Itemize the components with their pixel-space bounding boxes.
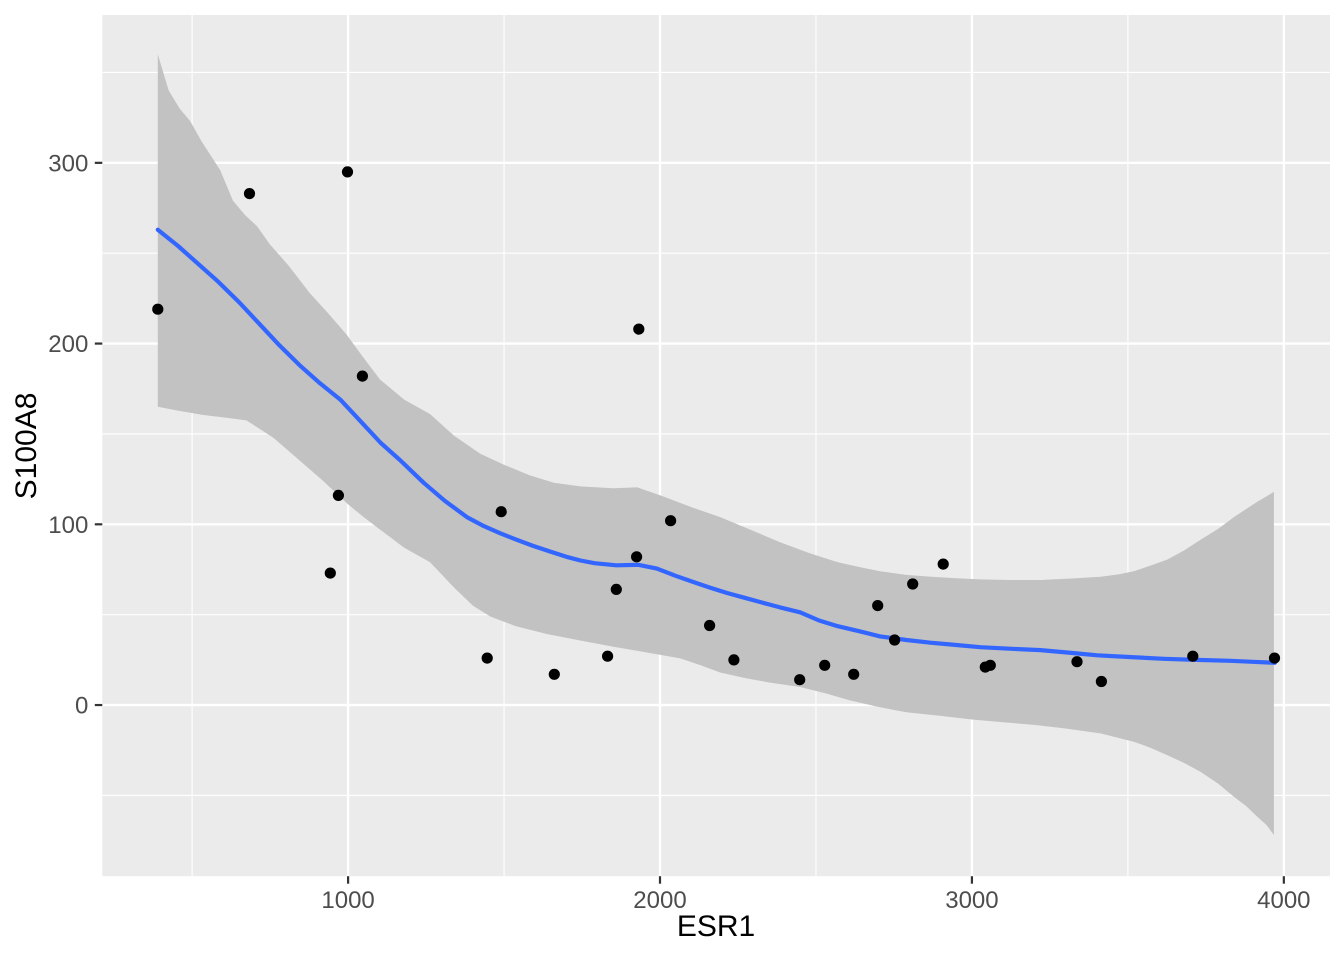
y-tick-label: 300 [48, 150, 88, 177]
data-point [1268, 652, 1281, 664]
data-point [633, 323, 645, 335]
x-tick-label: 2000 [633, 887, 686, 914]
data-point [324, 567, 336, 579]
data-point [610, 583, 622, 596]
axis-ticks-layer [94, 161, 1285, 884]
y-tick-label: 100 [48, 512, 88, 539]
x-axis-title: ESR1 [677, 910, 755, 943]
y-tick-label: 200 [48, 331, 88, 358]
y-tick-label: 0 [75, 693, 88, 720]
data-point [819, 659, 831, 671]
data-point [937, 558, 949, 570]
data-point [794, 674, 806, 686]
scatter-points-layer [152, 166, 1281, 688]
data-point [1071, 656, 1083, 668]
data-point [984, 659, 996, 671]
data-point [872, 600, 884, 612]
data-point [332, 489, 344, 501]
data-point [152, 303, 164, 315]
confidence-ribbon [157, 54, 1274, 835]
data-point [243, 188, 256, 200]
data-point [631, 551, 643, 563]
data-point [341, 166, 354, 178]
x-tick-label: 1000 [321, 887, 374, 914]
data-point [665, 515, 677, 527]
confidence-band-layer [157, 54, 1274, 835]
data-point [848, 668, 860, 680]
smooth-line-layer [155, 227, 1277, 665]
axis-tick-labels-layer: 1000 2000 3000 4000 0 100 200 300 [48, 150, 1310, 914]
y-axis-title: S100A8 [10, 393, 43, 500]
data-point [728, 654, 740, 666]
data-point [1187, 650, 1199, 662]
data-point [548, 668, 560, 680]
data-point [1095, 675, 1107, 688]
x-tick-label: 3000 [945, 887, 998, 914]
data-point [356, 370, 368, 382]
data-point [481, 652, 493, 664]
data-point [602, 650, 614, 662]
data-point [704, 619, 716, 632]
data-point [907, 578, 919, 590]
x-tick-label: 4000 [1257, 887, 1310, 914]
smooth-line [155, 227, 1277, 665]
data-point [889, 634, 901, 646]
data-point [495, 506, 507, 518]
